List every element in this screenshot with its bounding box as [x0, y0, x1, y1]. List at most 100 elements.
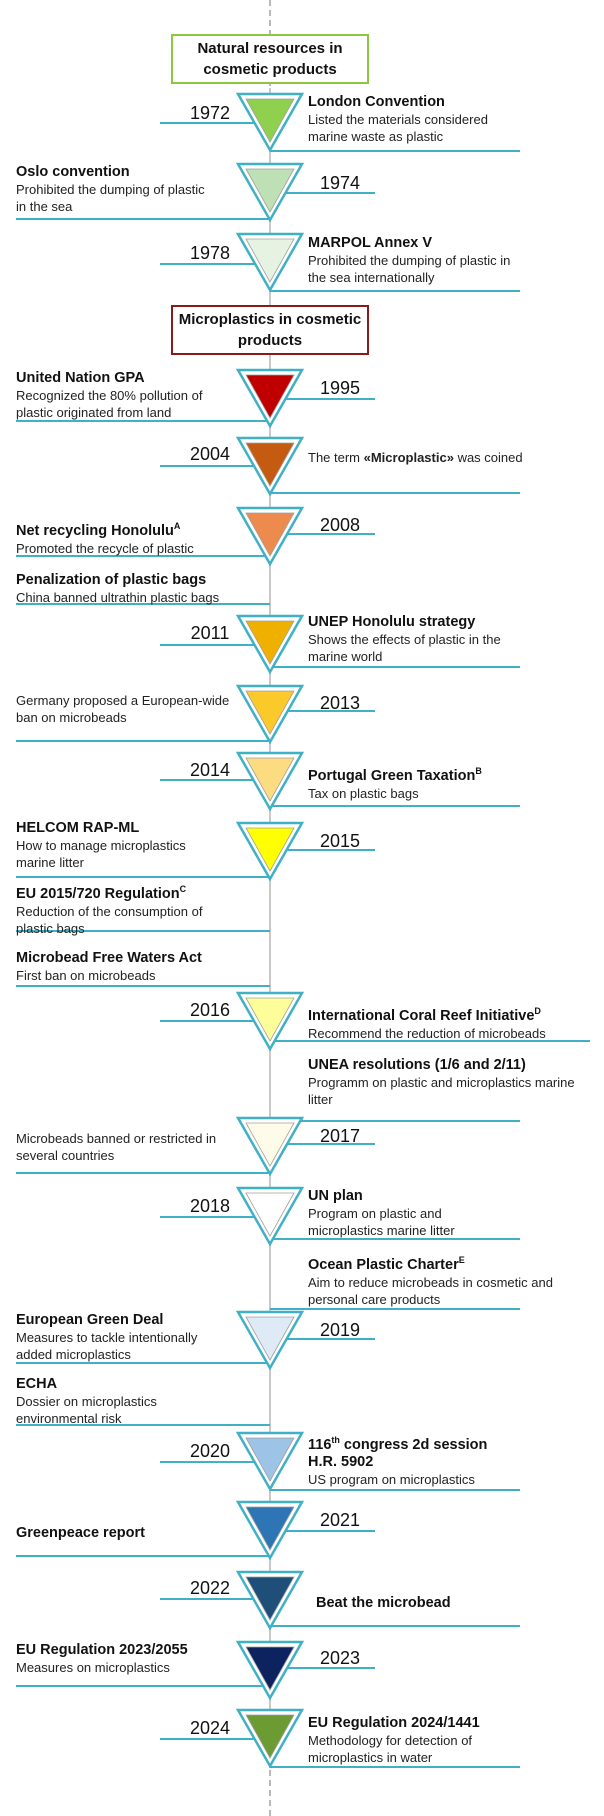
milestone-triangle-1978 — [236, 232, 304, 292]
triangle-fill — [245, 1714, 295, 1759]
year-label: 2019 — [319, 1320, 361, 1340]
leader-line — [16, 876, 270, 878]
milestone-triangle-2015 — [236, 821, 304, 881]
triangle-fill — [245, 997, 295, 1042]
title-text: EU 2015/720 Regulation — [16, 885, 180, 902]
event-portugal-taxation: Portugal Green TaxationB Tax on plastic … — [308, 763, 538, 802]
event-title: HELCOM RAP-ML — [16, 820, 140, 836]
milestone-triangle-2018 — [236, 1186, 304, 1246]
leader-line — [16, 1172, 270, 1174]
year-label: 2018 — [189, 1196, 231, 1216]
event-description: Promoted the recycle of plastic — [16, 540, 194, 556]
milestone-triangle-2016 — [236, 991, 304, 1051]
event-description: Program on plastic and microplastics mar… — [308, 1206, 455, 1238]
leader-line — [270, 710, 375, 712]
event-description: Prohibited the dumping of plastic in the… — [16, 182, 205, 214]
milestone-triangle-1995 — [236, 368, 304, 428]
leader-line — [160, 644, 270, 646]
year-label: 1974 — [319, 173, 361, 193]
leader-line — [16, 1555, 270, 1557]
event-title: Greenpeace report — [16, 1525, 145, 1541]
year-label: 2024 — [189, 1718, 231, 1738]
leader-line — [160, 465, 270, 467]
leader-line — [16, 985, 270, 987]
leader-line — [270, 290, 520, 292]
event-coral-reef-initiative: International Coral Reef InitiativeD Rec… — [308, 1003, 598, 1042]
footnote-mark: E — [458, 1255, 465, 1265]
year-label: 2008 — [319, 515, 361, 535]
milestone-triangle-1974 — [236, 162, 304, 222]
event-title: London Convention — [308, 94, 445, 110]
leader-line — [160, 122, 270, 124]
year-label: 1972 — [189, 103, 231, 123]
triangle-fill — [245, 512, 295, 557]
triangle-fill — [245, 1316, 295, 1361]
footnote-mark: B — [475, 766, 482, 776]
event-description: Listed the materials considered marine w… — [308, 112, 488, 144]
leader-line — [270, 1040, 590, 1042]
triangle-fill — [245, 620, 295, 665]
milestone-triangle-2021 — [236, 1500, 304, 1560]
triangle-fill — [245, 1506, 295, 1551]
event-116th-congress: 116th congress 2d session H.R. 5902 US p… — [308, 1432, 548, 1488]
event-description: US program on microplastics — [308, 1471, 475, 1487]
year-label: 2013 — [319, 693, 361, 713]
event-description: Germany proposed a European-wide ban on … — [16, 693, 230, 725]
event-helcom: HELCOM RAP-ML How to manage microplastic… — [16, 820, 226, 871]
leader-line — [16, 930, 270, 932]
event-european-green-deal: European Green Deal Measures to tackle i… — [16, 1312, 226, 1363]
event-unep-honolulu: UNEP Honolulu strategy Shows the effects… — [308, 614, 528, 665]
milestone-triangle-2013 — [236, 684, 304, 744]
event-beat-the-microbead: Beat the microbead — [316, 1595, 536, 1612]
event-description: Microbeads banned or restricted in sever… — [16, 1131, 217, 1163]
leader-line — [270, 1530, 375, 1532]
event-title: MARPOL Annex V — [308, 235, 433, 251]
event-description: Recognized the 80% pollution of plastic … — [16, 388, 203, 420]
leader-line — [270, 533, 375, 535]
footnote-mark: D — [534, 1006, 541, 1016]
leader-line — [270, 666, 520, 668]
event-title: UNEA resolutions (1/6 and 2/11) — [308, 1057, 526, 1073]
event-penalization-bags: Penalization of plastic bags China banne… — [16, 572, 256, 606]
event-title: ECHA — [16, 1376, 58, 1392]
event-title: EU Regulation 2023/2055 — [16, 1642, 188, 1658]
event-title: UN plan — [308, 1188, 363, 1204]
milestone-triangle-2022 — [236, 1570, 304, 1630]
event-germany-ban: Germany proposed a European-wide ban on … — [16, 692, 236, 726]
triangle-fill — [245, 1437, 295, 1482]
triangle-fill — [245, 690, 295, 735]
triangle-fill — [245, 1576, 295, 1621]
event-title: European Green Deal — [16, 1312, 164, 1328]
milestone-triangle-2004 — [236, 436, 304, 496]
event-title: Beat the microbead — [316, 1595, 451, 1611]
leader-line — [160, 1738, 270, 1740]
milestone-triangle-2017 — [236, 1116, 304, 1176]
year-label: 2023 — [319, 1648, 361, 1668]
event-title: Portugal Green TaxationB — [308, 763, 538, 785]
milestone-triangle-2008 — [236, 506, 304, 566]
leader-line — [270, 150, 520, 152]
event-description: Dossier on microplastics environmental r… — [16, 1394, 157, 1426]
ordinal-suffix: th — [331, 1435, 340, 1445]
event-microbeads-banned: Microbeads banned or restricted in sever… — [16, 1130, 226, 1164]
event-title: Microbead Free Waters Act — [16, 950, 202, 966]
event-greenpeace-report: Greenpeace report — [16, 1525, 226, 1542]
milestone-triangle-2019 — [236, 1310, 304, 1370]
event-description: The term «Microplastic» was coined — [308, 449, 523, 466]
event-eu-2023-2055: EU Regulation 2023/2055 Measures on micr… — [16, 1642, 236, 1676]
leader-line — [270, 805, 520, 807]
text-bold: «Microplastic» — [363, 450, 454, 465]
event-ocean-plastic-charter: Ocean Plastic CharterE Aim to reduce mic… — [308, 1252, 568, 1308]
year-label: 2011 — [190, 623, 230, 643]
event-term-coined: The term «Microplastic» was coined — [308, 449, 523, 466]
title-text: 116 — [308, 1436, 332, 1453]
year-label: 2016 — [189, 1000, 231, 1020]
section-microplastics: Microplastics in cosmetic products — [171, 305, 369, 355]
triangle-fill — [245, 374, 295, 419]
leader-line — [16, 420, 270, 422]
leader-line — [160, 1461, 270, 1463]
event-marpol: MARPOL Annex V Prohibited the dumping of… — [308, 235, 528, 286]
milestone-triangle-2020 — [236, 1431, 304, 1491]
event-un-gpa: United Nation GPA Recognized the 80% pol… — [16, 370, 231, 421]
event-eu-2015-720: EU 2015/720 RegulationC Reduction of the… — [16, 881, 241, 937]
